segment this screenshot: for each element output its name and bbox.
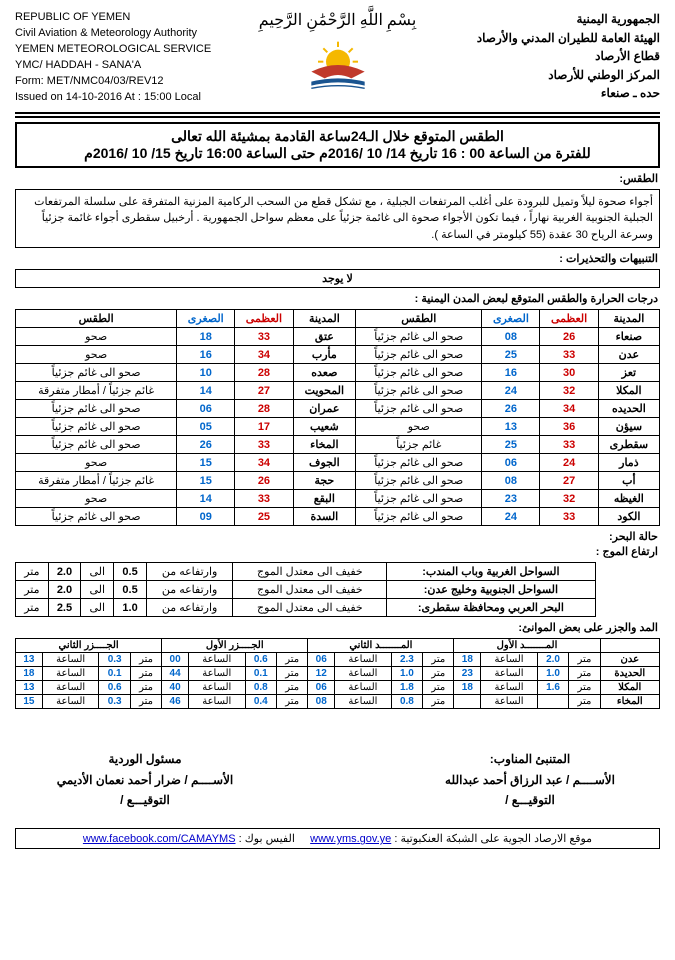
temperature-table: المدينةالعظمىالصغرىالطقس المدينةالعظمىال…	[15, 309, 660, 526]
header-left-en: REPUBLIC OF YEMEN Civil Aviation & Meteo…	[15, 10, 215, 106]
signatures: المتنبئ المناوب: الأســــم / عبد الرزاق …	[15, 749, 660, 810]
tide-table: المـــــــد الأول المـــــــد الثاني الج…	[15, 638, 660, 709]
sea-state-label: حالة البحر:	[17, 530, 658, 543]
tide-label: المد والجزر على بعض الموانئ:	[17, 621, 658, 634]
wave-table: السواحل الغربية وباب المندب:خفيف الى معت…	[15, 562, 596, 617]
wave-label: ارتفاع الموج :	[17, 545, 658, 558]
warnings-label: التنبيهات والتحذيرات :	[17, 252, 658, 265]
header-right-ar: الجمهورية اليمنية الهيئة العامة للطيران …	[460, 10, 660, 103]
logo-icon	[303, 35, 373, 95]
weather-label: الطقس:	[17, 172, 658, 185]
header-center: بِسْمِ اللَّهِ الرَّحْمَٰنِ الرَّحِيمِ	[259, 10, 417, 103]
facebook-link[interactable]: www.facebook.com/CAMAYMS	[83, 833, 236, 845]
footer-links: موقع الارصاد الجوية على الشبكة العنكبوتي…	[15, 828, 660, 849]
forecast-title: الطقس المتوقع خلال الـ24ساعة القادمة بمش…	[15, 122, 660, 168]
weather-description: أجواء صحوة ليلاً وتميل للبرودة على أغلب …	[15, 189, 660, 249]
warnings-box: لا يوجد	[15, 269, 660, 288]
website-link[interactable]: www.yms.gov.ye	[310, 833, 391, 845]
temp-table-label: درجات الحرارة والطقس المتوقع لبعض المدن …	[17, 292, 658, 305]
